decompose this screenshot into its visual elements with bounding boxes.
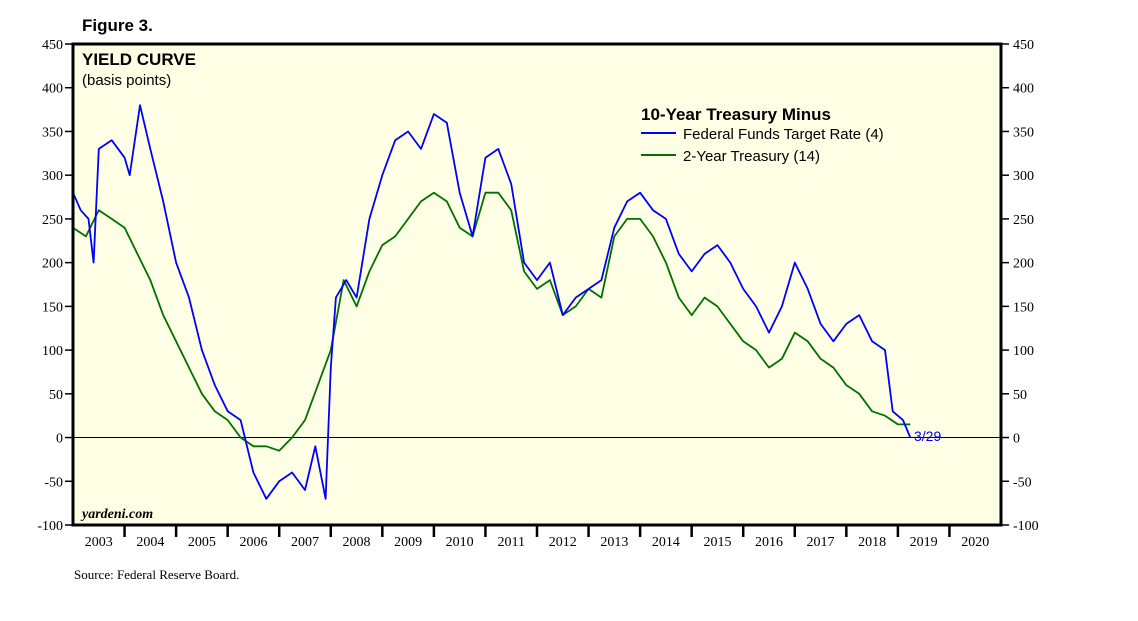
x-tick-label: 2005 (188, 535, 216, 550)
axes: -100 -100 -50 -50 0 0 50 50 100 100 150 150 200 200 25… (37, 38, 1038, 550)
x-tick-label: 2018 (858, 535, 886, 550)
y-tick-label-left: 0 (56, 432, 63, 447)
x-tick-label: 2009 (394, 535, 422, 550)
x-tick-label: 2013 (600, 535, 628, 550)
y-tick-label-right: 50 (1013, 388, 1027, 403)
y-tick-label-right: 300 (1013, 169, 1034, 184)
watermark: yardeni.com (80, 507, 153, 522)
y-tick-label-left: 50 (49, 388, 63, 403)
y-tick-label-left: 450 (42, 38, 63, 53)
y-tick-label-right: 450 (1013, 38, 1034, 53)
series-line-2yr (72, 191, 911, 452)
y-tick-label-right: 0 (1013, 432, 1020, 447)
y-tick-label-left: 300 (42, 169, 63, 184)
chart-subtitle: (basis points) (82, 72, 171, 89)
x-tick-label: 2017 (807, 535, 835, 550)
x-tick-label: 2004 (136, 535, 164, 550)
y-tick-label-left: 100 (42, 344, 63, 359)
x-tick-label: 2016 (755, 535, 783, 550)
plot-background (73, 44, 1001, 525)
x-tick-label: 2015 (703, 535, 731, 550)
x-tick-label: 2010 (446, 535, 474, 550)
y-tick-label-right: 250 (1013, 213, 1034, 228)
figure-label: Figure 3. (82, 16, 153, 35)
x-tick-label: 2003 (85, 535, 113, 550)
x-tick-label: 2012 (549, 535, 577, 550)
x-tick-label: 2019 (910, 535, 938, 550)
x-tick-label: 2007 (291, 535, 319, 550)
x-tick-label: 2020 (961, 535, 989, 550)
y-tick-label-right: 350 (1013, 125, 1034, 140)
y-tick-label-right: 400 (1013, 82, 1034, 97)
x-tick-label: 2014 (652, 535, 680, 550)
legend-item-2yr: 2-Year Treasury (14) (641, 148, 820, 165)
plot-frame (71, 42, 1003, 527)
y-tick-label-right: -100 (1013, 519, 1039, 534)
x-tick-label: 2006 (239, 535, 267, 550)
x-tick-label: 2011 (497, 535, 524, 550)
y-tick-label-left: 400 (42, 82, 63, 97)
y-tick-label-left: 250 (42, 213, 63, 228)
y-tick-label-left: -50 (44, 475, 63, 490)
y-tick-label-left: -100 (37, 519, 63, 534)
y-tick-label-left: 150 (42, 300, 63, 315)
y-tick-label-right: 200 (1013, 257, 1034, 272)
legend-title: 10-Year Treasury Minus (641, 105, 831, 124)
series-lines (72, 104, 912, 500)
legend-label-2yr: 2-Year Treasury (14) (683, 148, 820, 165)
chart-title: YIELD CURVE (82, 50, 196, 69)
source-note: Source: Federal Reserve Board. (74, 567, 239, 582)
end-annotation: 3/29 (914, 428, 941, 444)
y-tick-label-right: -50 (1013, 475, 1032, 490)
legend-item-fed-funds: Federal Funds Target Rate (4) (641, 126, 884, 143)
y-tick-label-left: 200 (42, 257, 63, 272)
series-line-fed-funds (72, 104, 912, 500)
y-tick-label-left: 350 (42, 125, 63, 140)
y-tick-label-right: 100 (1013, 344, 1034, 359)
legend-label-fed-funds: Federal Funds Target Rate (4) (683, 126, 884, 143)
x-tick-label: 2008 (343, 535, 371, 550)
y-tick-label-right: 150 (1013, 300, 1034, 315)
